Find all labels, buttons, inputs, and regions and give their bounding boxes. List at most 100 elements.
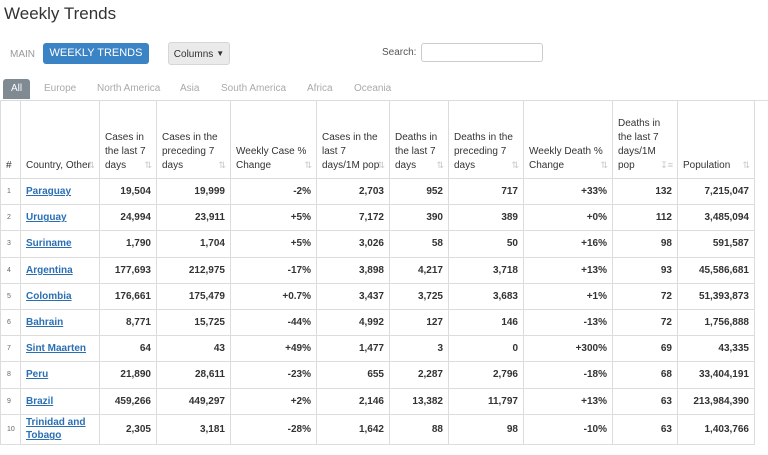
country-link[interactable]: Brazil	[26, 395, 54, 407]
country-link[interactable]: Bahrain	[26, 317, 64, 329]
table-cell-cases-preceding-7: 28,611	[156, 361, 231, 389]
table-cell-cases-per-1m: 4,992	[316, 308, 390, 337]
column-header-label: Cases in the last 7 days	[105, 132, 146, 171]
table-cell-cases-preceding-7: 19,999	[156, 177, 231, 206]
table-cell-deaths-per-1m: 63	[612, 387, 678, 415]
column-header-deaths-last-7[interactable]: Deaths in the last 7 days ⇅	[389, 100, 449, 179]
table-cell-cases-per-1m: 3,026	[316, 230, 390, 258]
tab-asia[interactable]: Asia	[180, 83, 200, 94]
column-header-index[interactable]: #	[0, 100, 21, 179]
columns-dropdown-button[interactable]: Columns ▼	[168, 42, 230, 65]
column-header-weekly-death-change[interactable]: Weekly Death % Change ⇅	[523, 100, 613, 179]
table-row: 3 Suriname 1,790 1,704 +5% 3,026 58 50 +16% 98 591…	[0, 230, 755, 258]
table-cell-deaths-per-1m: 69	[612, 335, 678, 363]
country-link[interactable]: Colombia	[26, 290, 72, 302]
table-cell-cases-per-1m: 7,172	[316, 204, 390, 232]
table-cell-population: 45,586,681	[677, 256, 755, 284]
table-cell-cases-per-1m: 3,898	[316, 256, 390, 284]
column-header-country[interactable]: Country, Other ⇅	[20, 100, 100, 179]
table-cell-cases-last-7: 177,693	[99, 256, 157, 284]
table-row: 7 Sint Maarten 64 43 +49% 1,477 3 0 +300% 69 43,33…	[0, 335, 755, 363]
tab-south-america[interactable]: South America	[221, 83, 287, 94]
table-row: 9 Brazil 459,266 449,297 +2% 2,146 13,382 11,79…	[0, 387, 755, 415]
table-cell-deaths-preceding-7: 0	[448, 335, 524, 363]
country-cell: Paraguay	[20, 177, 100, 206]
caret-down-icon: ▼	[216, 49, 225, 58]
table-cell-weekly-death-change: -10%	[523, 413, 613, 445]
table-cell-deaths-per-1m: 72	[612, 282, 678, 310]
row-index: 8	[0, 361, 21, 389]
table-cell-cases-last-7: 21,890	[99, 361, 157, 389]
country-link[interactable]: Suriname	[26, 238, 72, 250]
table-cell-cases-last-7: 64	[99, 335, 157, 363]
column-header-deaths-per-1m[interactable]: Deaths in the last 7 days/1M pop ↧≡	[612, 100, 678, 179]
table-cell-cases-per-1m: 2,146	[316, 387, 390, 415]
country-cell: Trinidad and Tobago	[20, 413, 100, 445]
table-cell-weekly-death-change: +13%	[523, 387, 613, 415]
table-cell-cases-last-7: 24,994	[99, 204, 157, 232]
tab-all[interactable]: All	[3, 79, 30, 99]
table-cell-cases-per-1m: 1,477	[316, 335, 390, 363]
country-link[interactable]: Uruguay	[26, 212, 67, 224]
weekly-trends-button[interactable]: WEEKLY TRENDS	[43, 43, 149, 64]
column-header-cases-preceding-7[interactable]: Cases in the preceding 7 days ⇅	[156, 100, 231, 179]
row-index: 1	[0, 177, 21, 206]
table-cell-deaths-per-1m: 68	[612, 361, 678, 389]
sort-icon[interactable]: ⇅	[304, 160, 312, 170]
sort-icon[interactable]: ⇅	[600, 160, 608, 170]
sort-desc-icon[interactable]: ↧≡	[660, 160, 673, 170]
sort-icon[interactable]: ⇅	[511, 160, 519, 170]
column-header-population[interactable]: Population ⇅	[677, 100, 755, 179]
table-row: 2 Uruguay 24,994 23,911 +5% 7,172 390 389 +0% 112…	[0, 204, 755, 232]
table-cell-deaths-last-7: 390	[389, 204, 449, 232]
country-link[interactable]: Sint Maarten	[26, 343, 87, 355]
table-cell-weekly-death-change: +13%	[523, 256, 613, 284]
table-cell-weekly-case-change: -28%	[230, 413, 317, 445]
table-cell-weekly-case-change: -2%	[230, 177, 317, 206]
table-cell-cases-preceding-7: 43	[156, 335, 231, 363]
tab-oceania[interactable]: Oceania	[354, 83, 392, 94]
main-tab-button[interactable]: MAIN	[10, 49, 35, 60]
sort-icon[interactable]: ⇅	[218, 160, 226, 170]
table-cell-weekly-death-change: +0%	[523, 204, 613, 232]
sort-icon[interactable]: ⇅	[87, 160, 95, 170]
row-index: 6	[0, 308, 21, 337]
country-link[interactable]: Trinidad and Tobago	[26, 417, 86, 442]
table-cell-cases-last-7: 2,305	[99, 413, 157, 445]
table-cell-weekly-death-change: +1%	[523, 282, 613, 310]
row-index: 9	[0, 387, 21, 415]
region-tabs: All Europe North America Asia South Amer…	[0, 79, 768, 101]
sort-icon[interactable]: ⇅	[144, 160, 152, 170]
table-cell-cases-per-1m: 1,642	[316, 413, 390, 445]
country-link[interactable]: Paraguay	[26, 186, 72, 198]
country-link[interactable]: Argentina	[26, 264, 73, 276]
column-header-cases-last-7[interactable]: Cases in the last 7 days ⇅	[99, 100, 157, 179]
table-cell-population: 7,215,047	[677, 177, 755, 206]
table-cell-weekly-death-change: +33%	[523, 177, 613, 206]
table-cell-population: 213,984,390	[677, 387, 755, 415]
column-header-deaths-preceding-7[interactable]: Deaths in the preceding 7 days ⇅	[448, 100, 524, 179]
sort-icon[interactable]: ⇅	[742, 160, 750, 170]
column-header-weekly-case-change[interactable]: Weekly Case % Change ⇅	[230, 100, 317, 179]
table-cell-deaths-preceding-7: 98	[448, 413, 524, 445]
tab-north-america[interactable]: North America	[97, 83, 161, 94]
table-cell-deaths-last-7: 3	[389, 335, 449, 363]
country-link[interactable]: Peru	[26, 369, 49, 381]
search-input[interactable]	[421, 43, 543, 62]
table-cell-cases-preceding-7: 449,297	[156, 387, 231, 415]
tab-europe[interactable]: Europe	[44, 83, 77, 94]
column-header-cases-per-1m[interactable]: Cases in the last 7 days/1M pop ⇅	[316, 100, 390, 179]
table-row: 10 Trinidad and Tobago 2,305 3,181 -28% 1,642…	[0, 413, 755, 445]
table-row: 5 Colombia 176,661 175,479 +0.7% 3,437 3,725 3,…	[0, 282, 755, 310]
table-cell-deaths-preceding-7: 11,797	[448, 387, 524, 415]
table-cell-deaths-per-1m: 112	[612, 204, 678, 232]
country-cell: Brazil	[20, 387, 100, 415]
sort-icon[interactable]: ⇅	[436, 160, 444, 170]
table-cell-population: 1,756,888	[677, 308, 755, 337]
table-cell-deaths-preceding-7: 50	[448, 230, 524, 258]
tab-africa[interactable]: Africa	[307, 83, 333, 94]
column-header-label: Weekly Case % Change	[236, 146, 307, 171]
table-cell-deaths-per-1m: 98	[612, 230, 678, 258]
sort-icon[interactable]: ⇅	[377, 160, 385, 170]
table-cell-population: 43,335	[677, 335, 755, 363]
